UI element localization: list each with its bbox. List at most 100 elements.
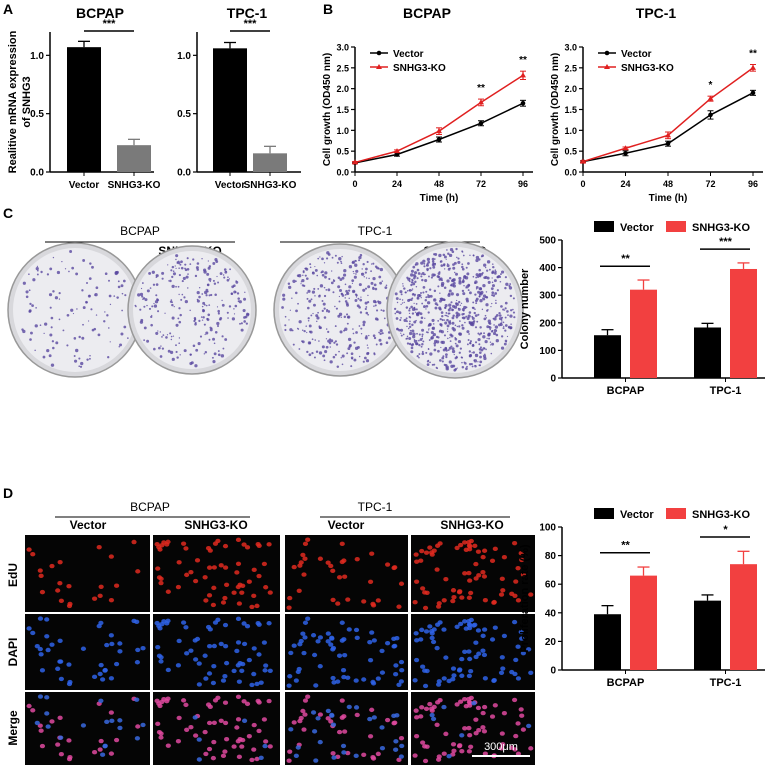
nucleus	[98, 620, 104, 626]
colony	[172, 270, 175, 273]
colony	[323, 294, 327, 298]
nucleus	[302, 620, 309, 625]
nucleus	[203, 598, 209, 603]
colony	[475, 302, 478, 305]
colony	[324, 275, 327, 279]
nucleus	[437, 541, 443, 546]
colony	[139, 320, 144, 324]
colony	[492, 294, 496, 297]
colony	[346, 292, 348, 294]
colony	[403, 301, 405, 304]
colony	[226, 278, 230, 282]
colony	[146, 339, 150, 343]
colony	[395, 297, 399, 300]
colony	[155, 331, 159, 335]
colony	[31, 304, 34, 308]
colony	[368, 334, 370, 337]
nucleus	[286, 758, 292, 763]
nucleus	[424, 744, 430, 749]
colony	[323, 359, 326, 362]
nucleus	[384, 562, 391, 567]
colony	[444, 364, 448, 367]
nucleus	[241, 699, 247, 704]
y-tick-label: 2.0	[336, 84, 349, 94]
colony	[204, 333, 206, 336]
colony	[425, 296, 428, 299]
nucleus	[266, 621, 272, 626]
colony	[416, 355, 419, 358]
colony	[218, 318, 222, 321]
nucleus	[30, 551, 36, 557]
nucleus	[342, 652, 348, 658]
nucleus	[298, 715, 304, 721]
colony	[341, 294, 345, 297]
y-axis-label: Proliferation rate (%)	[519, 544, 531, 653]
nucleus	[475, 705, 482, 711]
bar-vector	[67, 47, 101, 172]
nucleus	[515, 721, 521, 726]
colony	[484, 339, 488, 344]
nucleus	[244, 624, 251, 629]
nucleus	[501, 633, 508, 639]
colony	[120, 332, 124, 336]
y-tick-label: 400	[539, 263, 556, 274]
colony	[205, 288, 209, 292]
colony	[155, 294, 158, 297]
colony	[416, 296, 420, 300]
colony	[400, 328, 404, 332]
colony	[434, 258, 436, 260]
colony	[224, 338, 228, 341]
x-tick-label: 24	[392, 179, 402, 189]
nucleus	[256, 622, 262, 627]
colony	[353, 341, 356, 344]
colony	[310, 298, 313, 301]
colony	[49, 267, 53, 271]
nucleus	[466, 595, 472, 600]
nucleus	[441, 627, 447, 632]
colony	[394, 312, 397, 315]
colony	[394, 307, 397, 311]
colony	[103, 320, 106, 323]
colony	[445, 258, 447, 260]
data-point	[707, 95, 714, 101]
nucleus	[296, 588, 302, 594]
nucleus	[66, 756, 73, 762]
data-point	[394, 152, 400, 157]
colony	[463, 275, 467, 278]
colony	[454, 337, 457, 339]
colony	[81, 289, 84, 292]
nucleus	[500, 588, 506, 593]
nucleus	[399, 668, 405, 673]
colony	[429, 352, 433, 356]
colony	[427, 348, 430, 350]
colony	[408, 289, 412, 292]
colony	[484, 353, 486, 356]
colony	[366, 260, 369, 264]
colony	[446, 279, 450, 283]
nucleus	[481, 729, 488, 734]
colony	[34, 349, 36, 352]
colony	[50, 326, 53, 329]
colony	[170, 335, 173, 338]
colony	[488, 322, 492, 325]
colony	[170, 299, 173, 301]
colony	[327, 288, 331, 292]
colony	[181, 293, 184, 296]
nucleus	[224, 660, 230, 666]
colony	[479, 326, 482, 329]
nucleus	[256, 652, 262, 657]
colony	[438, 253, 442, 258]
colony	[500, 305, 503, 308]
nucleus	[239, 668, 245, 674]
nucleus	[317, 739, 323, 745]
colony	[343, 273, 347, 277]
nucleus	[57, 559, 63, 565]
colony	[351, 279, 355, 283]
colony	[466, 330, 470, 334]
colony	[48, 354, 52, 358]
colony	[223, 276, 226, 279]
nucleus	[192, 638, 198, 643]
nucleus	[341, 558, 347, 563]
nucleus	[155, 721, 161, 727]
colony	[338, 350, 340, 353]
